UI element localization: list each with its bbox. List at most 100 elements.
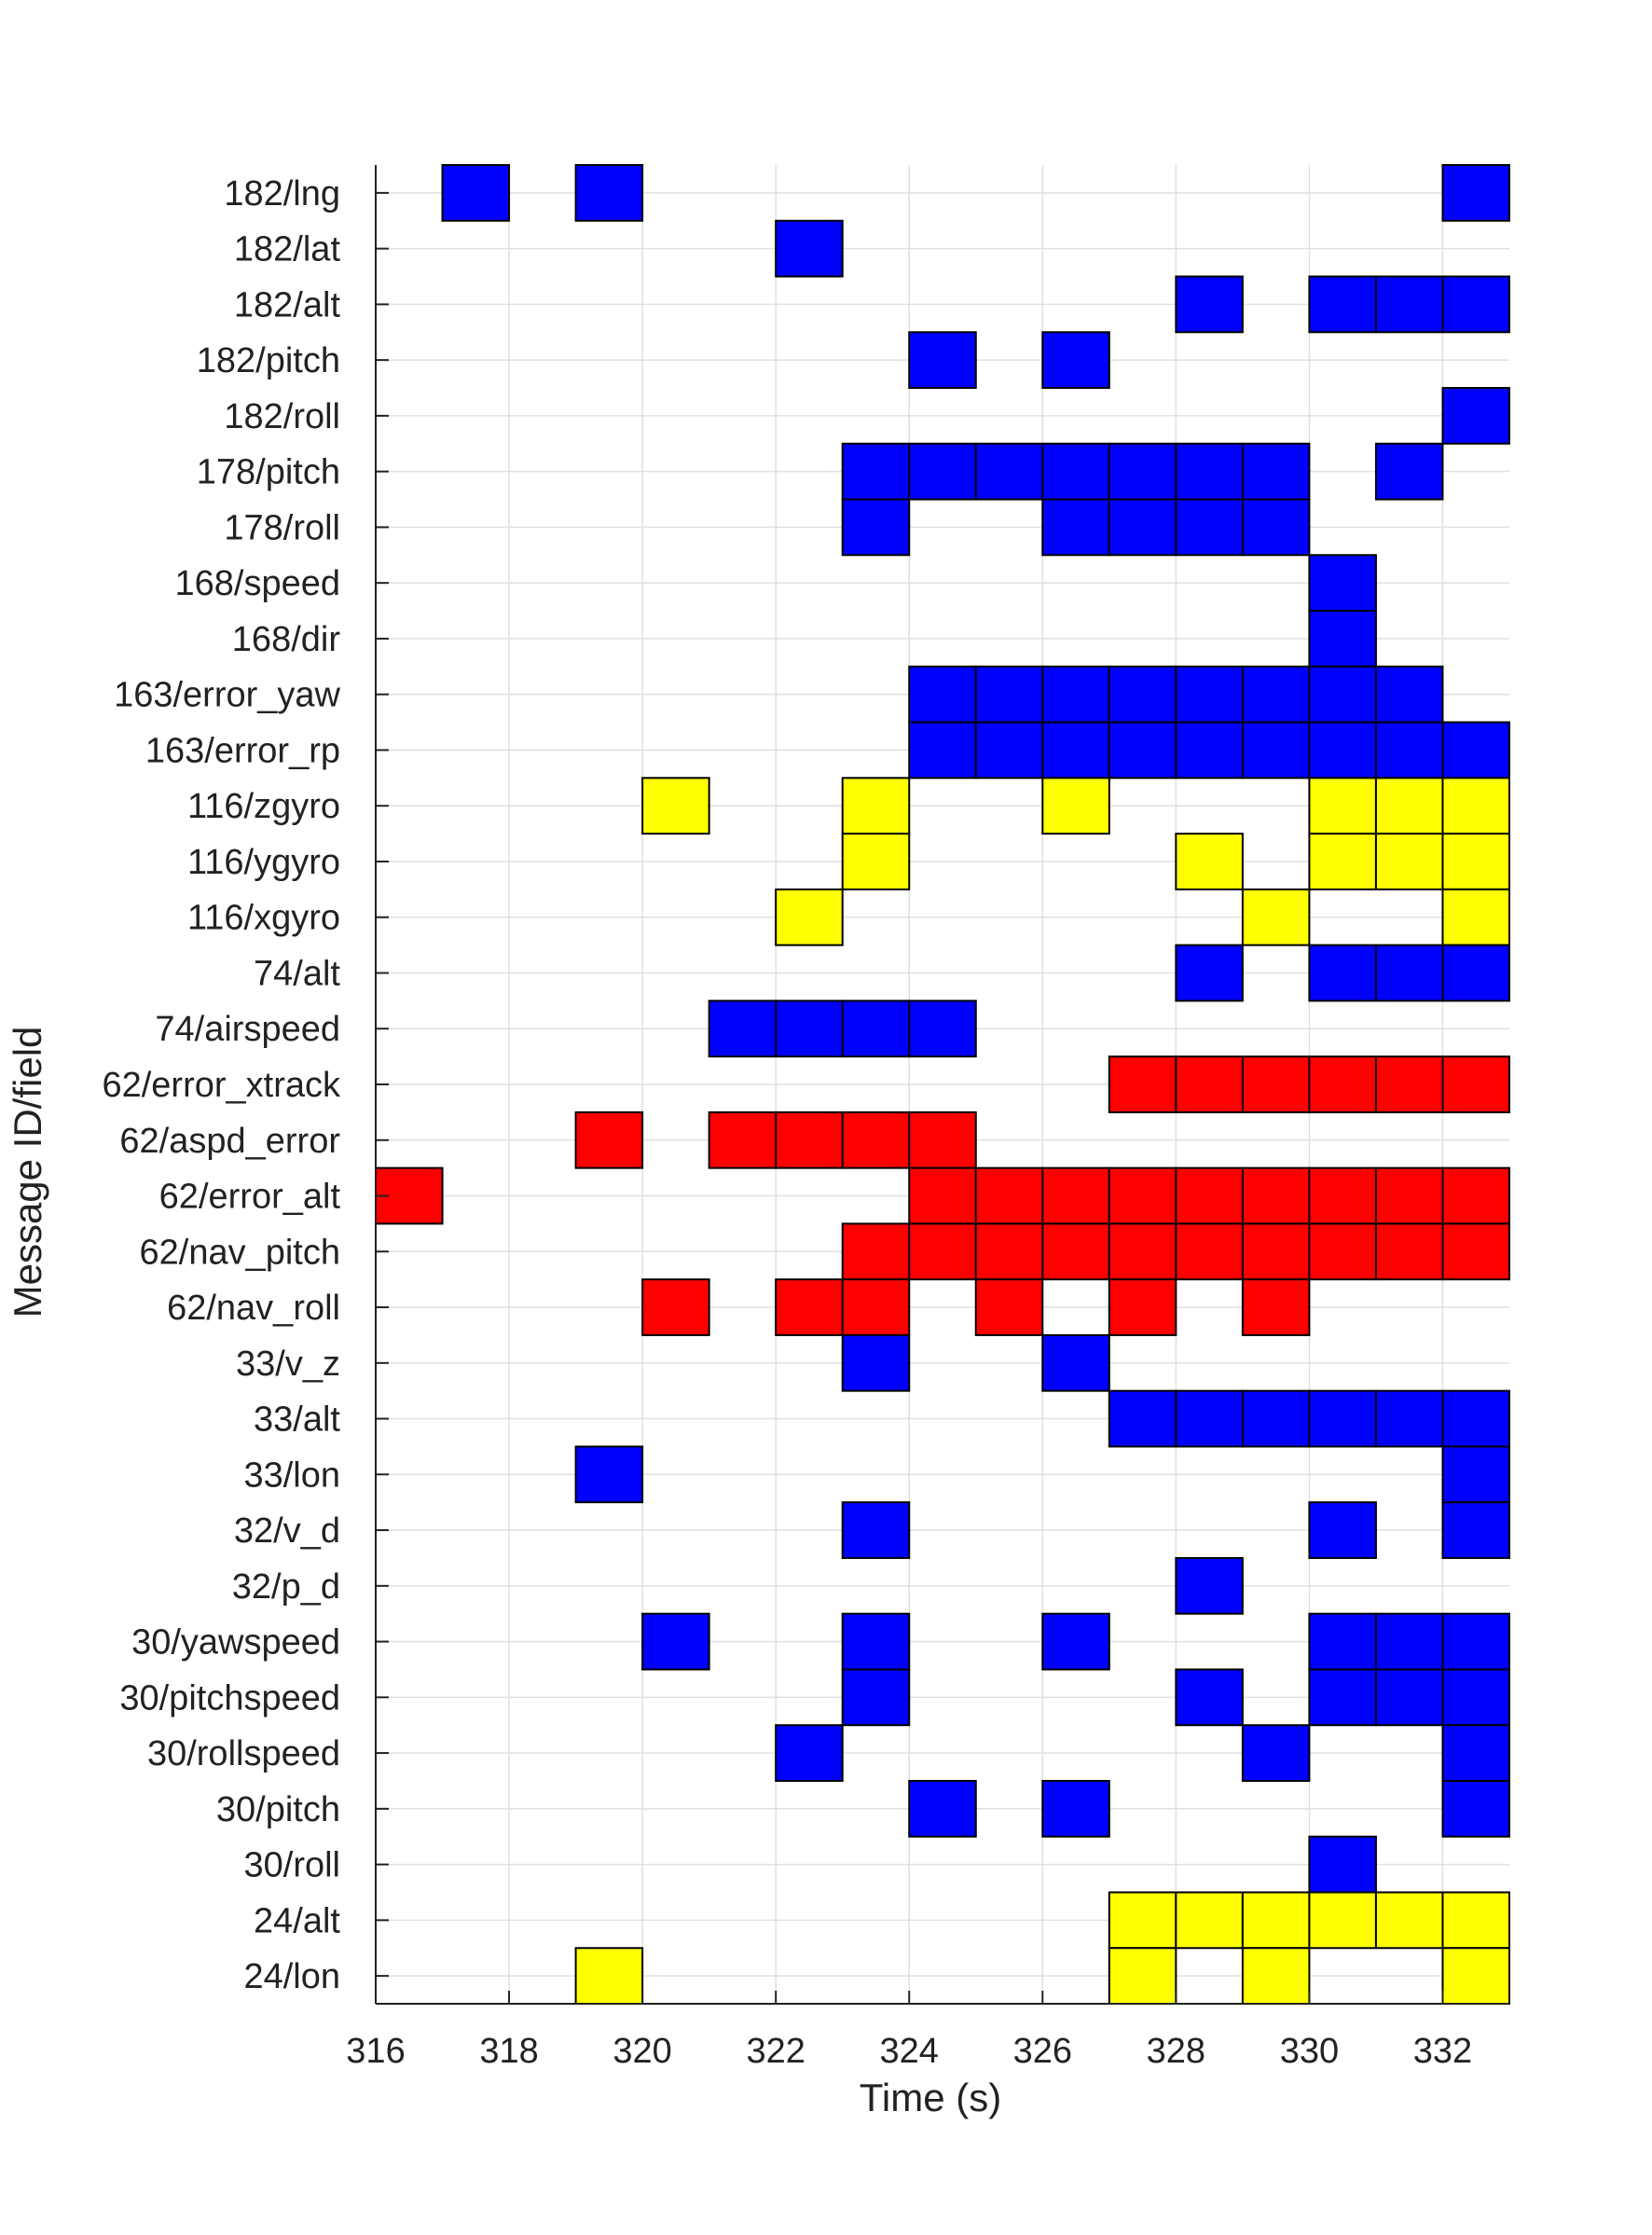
y-tick-label: 62/nav_roll [167,1289,340,1328]
data-cell [1308,665,1377,724]
data-cell [974,721,1044,779]
data-cell [1441,777,1510,835]
data-cell [1441,1668,1510,1727]
y-tick-label: 30/pitch [216,1790,340,1829]
x-axis-title: Time (s) [860,2076,1001,2119]
data-cell [1374,1612,1444,1671]
data-cell [1441,833,1510,890]
data-cell [1108,1891,1177,1950]
data-cell [1441,1445,1510,1504]
data-cell [841,1000,911,1058]
data-cell [775,1111,844,1169]
data-cell [1041,331,1110,390]
y-tick-label: 30/yawspeed [131,1623,340,1662]
data-cell [708,1000,778,1058]
y-tick-label: 182/pitch [197,341,340,380]
data-cell [1175,721,1244,779]
data-cell [908,1779,977,1838]
x-tick-label: 324 [880,2032,939,2071]
y-tick-label: 62/error_alt [159,1178,341,1217]
x-tick-label: 322 [746,2032,805,2071]
data-cell [1041,1779,1110,1838]
data-cell [841,1222,911,1281]
data-cell [841,1612,911,1671]
data-cell [1441,944,1510,1002]
data-cell [1175,498,1244,557]
data-cell [1108,1947,1177,2006]
data-cell [908,1000,977,1058]
data-cell [441,164,511,222]
x-tick-label: 326 [1013,2032,1072,2071]
data-cell [1441,1501,1510,1559]
y-tick-label: 74/airspeed [155,1010,340,1049]
data-cell [1108,498,1177,557]
data-cell [1241,1222,1311,1281]
data-cell [1041,721,1110,779]
data-cell [1175,1891,1244,1950]
data-cell [1441,275,1510,334]
data-cell [574,1445,644,1504]
data-cell [1041,1222,1110,1281]
y-tick-label: 116/zgyro [187,787,340,826]
data-cell [908,1111,977,1169]
data-cell [1175,833,1244,890]
data-cell [574,1947,644,2006]
data-cell [775,219,844,278]
y-tick-label: 74/alt [254,954,340,993]
data-cell [1108,442,1177,501]
data-cell [1441,164,1510,222]
data-cell [974,1166,1044,1225]
y-tick-label: 178/pitch [197,453,340,492]
data-cell [1441,1612,1510,1671]
data-cell [974,1278,1044,1336]
y-tick-label: 32/v_d [234,1511,340,1551]
x-tick-label: 320 [613,2032,671,2071]
data-cell [1441,1389,1510,1448]
data-cell [1108,1055,1177,1113]
data-cell [1374,442,1444,501]
data-cell [1374,721,1444,779]
data-cell [1308,554,1377,613]
data-cell [1175,275,1244,334]
axes [375,165,1509,2005]
data-cell [1041,442,1110,501]
data-cell [841,1668,911,1727]
data-cell [1241,442,1311,501]
y-tick-label: 33/lon [243,1456,340,1495]
data-cell [974,1222,1044,1281]
data-cell [1241,1724,1311,1782]
data-cell [775,1724,844,1782]
y-tick-label: 116/xgyro [187,899,340,938]
data-cell [1108,1222,1177,1281]
data-cell [775,1278,844,1336]
y-tick-label: 178/roll [224,508,340,547]
data-cell [1441,1166,1510,1225]
data-cell [1175,1389,1244,1448]
data-cell [1175,1166,1244,1225]
x-tick-label: 316 [346,2032,405,2071]
y-tick-label: 182/lng [224,174,340,214]
y-tick-label: 24/lon [243,1957,340,1996]
data-cell [1308,833,1377,890]
data-cell [841,498,911,557]
data-cell [1175,1055,1244,1113]
data-cell [1175,1668,1244,1727]
data-cell [1175,665,1244,724]
data-cell [974,442,1044,501]
data-cell [1308,1612,1377,1671]
data-cell [1041,665,1110,724]
y-tick-label: 30/pitchspeed [119,1678,340,1718]
data-cell [1241,1055,1311,1113]
data-cell [908,665,977,724]
data-cell [1108,1278,1177,1336]
y-tick-label: 62/nav_pitch [140,1233,341,1272]
data-cell [708,1111,778,1169]
data-cell [1374,833,1444,890]
data-cell [1374,665,1444,724]
data-cell [775,1000,844,1058]
data-cell [1441,1222,1510,1281]
data-cell [1374,777,1444,835]
data-cell [841,833,911,890]
y-tick-label: 168/speed [175,564,341,603]
y-tick-label: 163/error_rp [145,731,340,770]
